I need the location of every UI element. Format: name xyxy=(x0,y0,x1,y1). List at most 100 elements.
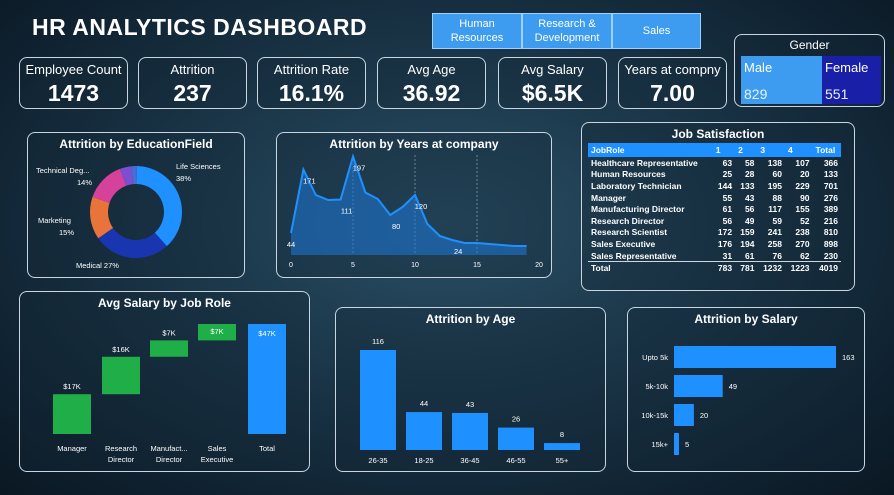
header-1[interactable]: 1 xyxy=(712,143,736,157)
kpi-value: 237 xyxy=(173,80,212,106)
education-field-panel: Attrition by EducationField Life Science… xyxy=(27,132,245,278)
table-cell-value: 63 xyxy=(722,157,733,168)
header-jobrole[interactable]: JobRole xyxy=(588,143,713,157)
header-4[interactable]: 4 xyxy=(784,143,813,157)
waterfall-bar[interactable] xyxy=(53,394,91,434)
waterfall-bar[interactable] xyxy=(102,356,140,395)
table-cell-role: Human Resources xyxy=(591,169,666,180)
pie-slice[interactable] xyxy=(98,228,167,258)
table-header-row: JobRole 1 2 3 4 Total xyxy=(588,143,841,157)
data-label: 80 xyxy=(392,222,400,231)
gender-female-label: Female xyxy=(825,60,869,75)
slicer-research-development[interactable]: Research & Development xyxy=(522,13,612,49)
waterfall-bar[interactable] xyxy=(248,324,286,434)
header-2[interactable]: 2 xyxy=(735,143,758,157)
data-label: 49 xyxy=(729,382,737,391)
panel-title: Avg Salary by Job Role xyxy=(98,296,231,310)
table-cell-value: 133 xyxy=(740,180,755,191)
header-3[interactable]: 3 xyxy=(757,143,785,157)
kpi-label: Employee Count xyxy=(25,62,122,77)
gender-female-value: 551 xyxy=(825,86,849,102)
table-cell-value: 194 xyxy=(740,238,755,249)
bar[interactable] xyxy=(498,427,534,450)
gender-female-button[interactable]: Female 551 xyxy=(822,56,881,104)
x-tick-label: 26-35 xyxy=(368,456,387,465)
bar[interactable] xyxy=(544,443,580,450)
table-cell-value: 61 xyxy=(722,204,733,215)
x-tick-label: 36-45 xyxy=(460,456,479,465)
header-total[interactable]: Total xyxy=(812,143,841,157)
kpi-value: 36.92 xyxy=(402,80,461,106)
table-cell-value: 366 xyxy=(823,157,838,168)
x-tick-label: Manager xyxy=(57,444,87,453)
area-line xyxy=(290,153,527,247)
data-label: $7K xyxy=(210,327,223,336)
panel-title: Attrition by Years at company xyxy=(329,137,499,151)
slicer-sales[interactable]: Sales xyxy=(612,13,701,49)
bar[interactable] xyxy=(360,350,396,450)
bar[interactable] xyxy=(452,412,488,450)
slicer-human-resources[interactable]: Human Resources xyxy=(432,13,522,49)
table-cell-value: 783 xyxy=(712,261,736,274)
table-row: Human Resources 25 28 60 20 133 xyxy=(588,169,841,181)
table-cell-role: Sales Representative xyxy=(591,250,677,261)
x-tick-label: 20 xyxy=(535,262,543,269)
attrition-by-age-panel: Attrition by Age 116 26-35 44 18-25 43 36-45 2… xyxy=(335,307,606,472)
salary-by-role-panel: Avg Salary by Job Role $17K $16K $7K $7K $47… xyxy=(19,291,310,472)
x-tick-label: 18-25 xyxy=(414,456,433,465)
bar[interactable] xyxy=(674,375,723,397)
pie-label-technical-pct: 14% xyxy=(77,178,92,187)
age-bar-chart: 116 26-35 44 18-25 43 36-45 26 46-55 8 55+ xyxy=(360,337,580,465)
years-area-chart: 44 171 111 197 80 120 24 0 5 10 15 20 xyxy=(287,153,543,269)
table-cell-value: 52 xyxy=(800,215,810,226)
kpi-avg-age: Avg Age 36.92 xyxy=(377,57,486,109)
pie-slice[interactable] xyxy=(90,196,114,239)
data-label: 8 xyxy=(560,430,564,439)
table-cell-value: 25 xyxy=(722,169,733,180)
pie-slice[interactable] xyxy=(119,166,134,186)
pie-slice[interactable] xyxy=(131,166,137,185)
table-cell-value: 117 xyxy=(768,204,782,215)
pie-slice[interactable] xyxy=(136,166,182,247)
table-cell-value: 76 xyxy=(772,250,782,261)
panel-title: Attrition by EducationField xyxy=(59,137,213,151)
table-cell-value: 133 xyxy=(823,169,838,180)
table-cell-role: Laboratory Technician xyxy=(591,180,682,191)
bar[interactable] xyxy=(674,404,694,426)
x-tick-label: Manufact... Director xyxy=(150,444,187,464)
table-cell-value: 176 xyxy=(717,238,733,249)
kpi-label: Avg Age xyxy=(407,62,456,77)
kpi-employee-count: Employee Count 1473 xyxy=(19,57,128,109)
bar[interactable] xyxy=(674,433,679,455)
data-label: 5 xyxy=(685,440,689,449)
pie-slice[interactable] xyxy=(92,168,127,203)
kpi-label: Avg Salary xyxy=(521,62,584,77)
table-cell-value: 60 xyxy=(772,169,782,180)
table-cell-value: 56 xyxy=(744,204,755,215)
table-cell-role: Manager xyxy=(591,192,626,203)
table-cell-value: 810 xyxy=(823,227,838,238)
table-row: Laboratory Technician 144 133 195 229 701 xyxy=(588,180,841,192)
table-row: Sales Representative 31 61 76 62 230 xyxy=(588,250,841,262)
table-cell-value: 276 xyxy=(823,192,838,203)
kpi-label: Attrition Rate xyxy=(273,62,350,77)
table-row: Manager 55 43 88 90 276 xyxy=(588,192,841,204)
pie-label-technical: Technical Deg... xyxy=(36,166,89,175)
kpi-value: $6.5K xyxy=(521,80,584,106)
y-tick-label: 5k-10k xyxy=(645,382,668,391)
table-cell-value: 58 xyxy=(744,157,755,168)
table-cell-value: 90 xyxy=(800,192,810,203)
bar[interactable] xyxy=(674,346,836,368)
panel-title: Job Satisfaction xyxy=(671,127,765,141)
waterfall-bar[interactable] xyxy=(198,324,236,341)
data-label: 197 xyxy=(353,164,366,173)
data-label: $17K xyxy=(63,382,81,391)
data-label: $47K xyxy=(258,329,276,338)
gender-card: Gender Male 829 Female 551 xyxy=(734,34,885,107)
pie-label-marketing: Marketing xyxy=(38,216,71,225)
gender-male-value: 829 xyxy=(744,86,768,102)
bar[interactable] xyxy=(406,412,442,450)
waterfall-bar[interactable] xyxy=(150,340,188,357)
x-tick-label: 15 xyxy=(473,262,481,269)
gender-male-button[interactable]: Male 829 xyxy=(741,56,822,104)
